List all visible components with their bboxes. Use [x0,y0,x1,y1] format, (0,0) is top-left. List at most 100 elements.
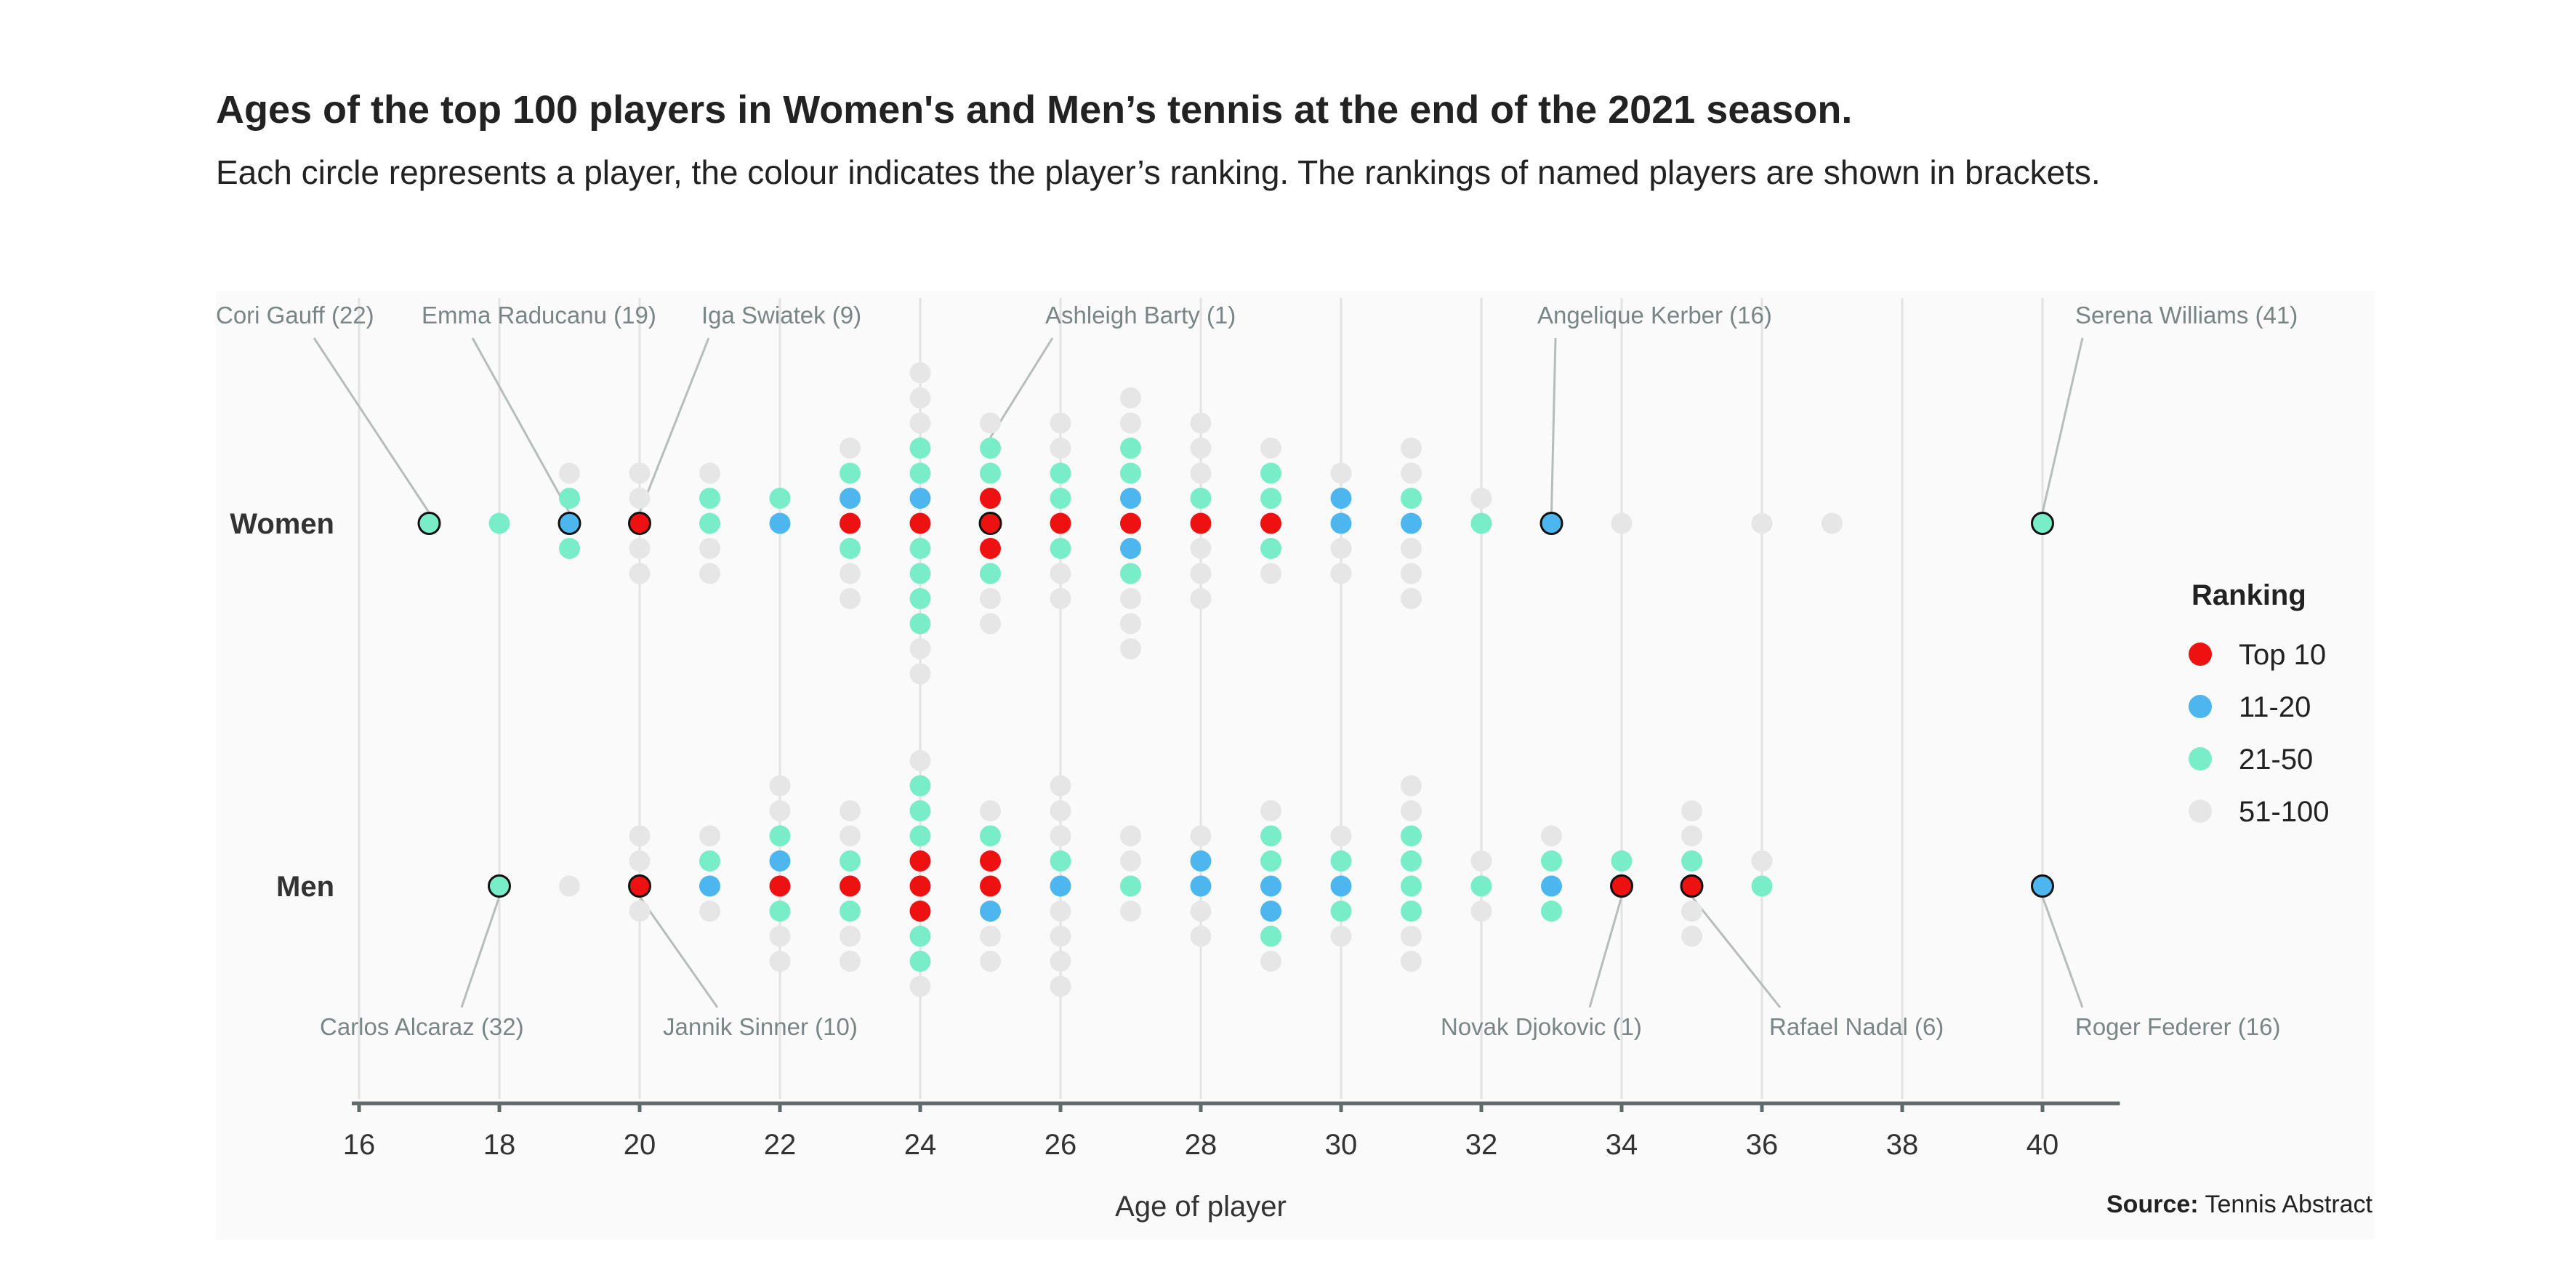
callout-line [638,337,710,514]
legend-label: 21-50 [2239,744,2313,776]
player-dot [1120,850,1141,872]
player-dot [769,901,791,922]
player-dot [1050,538,1071,559]
player-dot [1120,563,1141,584]
x-tick-label: 40 [2026,1129,2059,1161]
player-dot [840,875,861,897]
player-dot [1120,901,1141,922]
player-dot [769,775,791,797]
player-dot [1822,512,1843,534]
legend-swatch [2189,800,2212,823]
player-dot [1751,512,1773,534]
player-dot [1401,825,1422,847]
player-dot [1050,462,1071,484]
callout-line [2041,895,2084,1008]
player-dot [699,538,720,559]
player-dot [1050,563,1071,584]
player-label: Emma Raducanu (19) [422,302,656,329]
player-dot [1190,538,1212,559]
player-label: Iga Swiatek (9) [701,302,861,329]
player-dot [980,538,1001,559]
player-dot [1120,538,1141,559]
player-dot [1681,800,1702,821]
x-tick-label: 26 [1045,1129,1077,1161]
player-dot [1681,925,1702,947]
player-dot [699,462,720,484]
player-dot [1681,850,1702,872]
player-dot [909,951,931,972]
player-dot [840,850,861,872]
player-dot [909,663,931,685]
player-dot [1260,512,1281,534]
player-dot [769,875,791,897]
player-dot [769,825,791,847]
player-dot [1050,512,1071,534]
source-label: Source: [2106,1191,2199,1218]
callout-lines [313,337,2084,1008]
player-dot [1260,462,1281,484]
player-dot [1330,825,1352,847]
player-dot [909,850,931,872]
player-dot [1190,850,1212,872]
player-dot [629,488,651,509]
player-dot [1330,850,1352,872]
player-dot [1050,800,1071,821]
player-dot [980,412,1001,434]
player-dot [1190,825,1212,847]
player-dot [629,901,651,922]
player-dot [1330,512,1352,534]
x-tick-label: 16 [343,1129,376,1161]
player-dot [1050,588,1071,609]
player-dot [1120,438,1141,459]
player-dot [1120,825,1141,847]
player-dot [909,438,931,459]
player-dot [769,951,791,972]
callout-line [1691,895,1782,1008]
legend-title: Ranking [2191,579,2306,611]
player-dot [1120,387,1141,408]
player-dot [1541,825,1562,847]
player-dot [1470,901,1492,922]
player-dot [1470,875,1492,897]
player-label: Serena Williams (41) [2075,302,2298,329]
player-dot [1190,462,1212,484]
named-player-dot [558,512,581,535]
player-dot [840,800,861,821]
player-dot [909,538,931,559]
player-dot [980,925,1001,947]
player-dot [1050,438,1071,459]
plot-background [216,291,2375,1239]
player-label: Jannik Sinner (10) [663,1013,858,1040]
x-tick-label: 34 [1606,1129,1638,1161]
row-label: Men [276,871,334,903]
player-dot [1260,538,1281,559]
player-dot [1401,775,1422,797]
player-dot [699,563,720,584]
player-dot [699,901,720,922]
named-player-dot [628,512,651,535]
player-dot [1190,563,1212,584]
x-axis-label: Age of player [1115,1191,1287,1223]
player-dot [699,850,720,872]
player-dot [1120,412,1141,434]
callout-line [471,337,571,514]
player-dot [909,412,931,434]
player-dot [1260,951,1281,972]
player-dot [1120,875,1141,897]
player-dot [769,488,791,509]
player-dot [909,975,931,997]
player-dot [1190,412,1212,434]
player-dot [1401,951,1422,972]
player-dot [1401,488,1422,509]
legend: Ranking Top 10 11-20 21-50 51-100 [2189,579,2330,828]
player-dot [1401,901,1422,922]
named-player-dot [978,512,1002,535]
player-dot [1260,925,1281,947]
player-dot [980,438,1001,459]
player-dot [980,825,1001,847]
x-tick-label: 38 [1886,1129,1919,1161]
player-dot [909,925,931,947]
named-player-dot [1680,874,1704,898]
player-dot [629,462,651,484]
